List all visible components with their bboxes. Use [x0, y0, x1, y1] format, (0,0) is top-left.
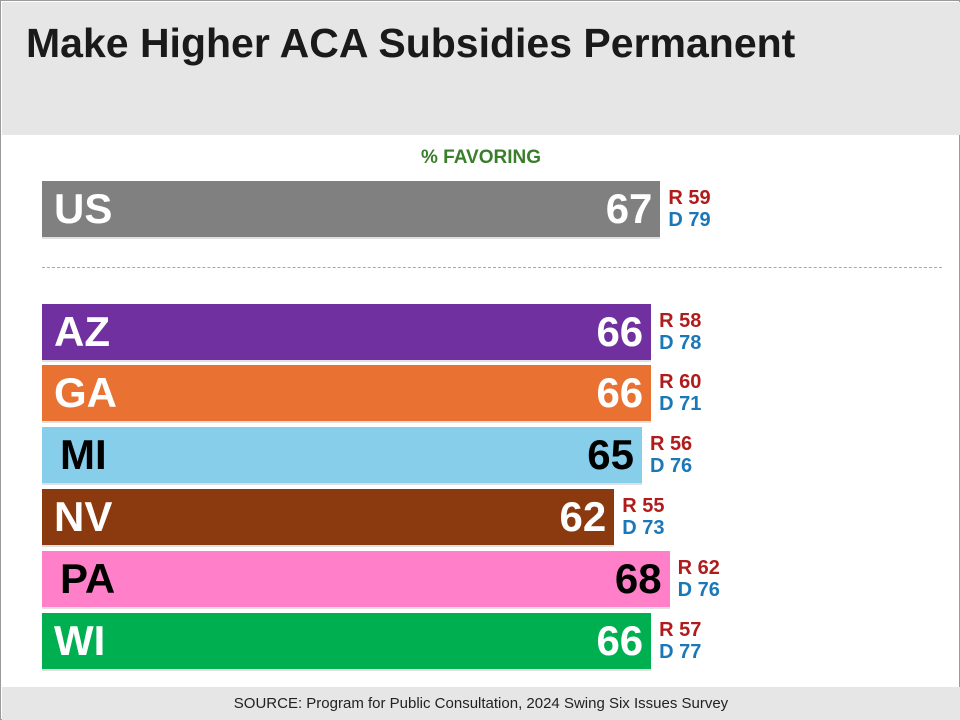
bar-value-nv: 62: [559, 493, 607, 540]
democrat-value-pa: D 76: [677, 579, 720, 601]
source-footer: SOURCE: Program for Public Consultation,…: [2, 687, 960, 720]
party-breakdown-mi: R 56 D 76: [650, 433, 692, 477]
bar-label-az: AZ: [54, 308, 110, 355]
party-breakdown-wi: R 57 D 77: [659, 619, 701, 663]
bar-ga: GA 66: [42, 365, 652, 421]
republican-value-az: R 58: [659, 310, 702, 332]
bar-mi: MI 65: [42, 427, 642, 483]
party-breakdown-az: R 58 D 78: [659, 310, 701, 354]
chart-subtitle: % FAVORING: [421, 147, 541, 168]
bar-az: AZ 66: [42, 304, 652, 360]
bar-label-pa: PA: [60, 555, 116, 602]
bar-value-az: 66: [596, 308, 644, 355]
bar-label-wi: WI: [54, 617, 106, 664]
democrat-value-nv: D 73: [622, 517, 665, 539]
party-breakdown-us: R 59 D 79: [668, 187, 710, 231]
bar-us: US 67: [42, 181, 661, 237]
bar-nv: NV 62: [42, 489, 615, 545]
party-breakdown-nv: R 55 D 73: [622, 495, 664, 539]
republican-value-ga: R 60: [659, 371, 702, 393]
democrat-value-ga: D 71: [659, 393, 702, 415]
republican-value-nv: R 55: [622, 495, 665, 517]
democrat-value-mi: D 76: [649, 455, 693, 477]
party-breakdown-pa: R 62 D 76: [678, 557, 720, 601]
bar-label-nv: NV: [54, 493, 113, 540]
bar-value-ga: 66: [596, 369, 644, 416]
republican-value-wi: R 57: [659, 619, 702, 641]
chart-title: Make Higher ACA Subsidies Permanent: [26, 20, 796, 66]
democrat-value-us: D 79: [668, 209, 711, 231]
bar-pa: PA 68: [42, 551, 670, 607]
bar-value-mi: 65: [587, 431, 634, 478]
republican-value-us: R 59: [668, 187, 711, 209]
republican-value-mi: R 56: [649, 433, 693, 455]
title-header: Make Higher ACA Subsidies Permanent: [2, 2, 960, 135]
democrat-value-wi: D 77: [659, 641, 702, 663]
republican-value-pa: R 62: [677, 557, 720, 579]
us-states-divider: [42, 267, 942, 268]
bar-value-us: 67: [605, 185, 653, 232]
bar-wi: WI 66: [42, 613, 652, 669]
democrat-value-az: D 78: [659, 332, 702, 354]
bar-label-us: US: [54, 185, 113, 232]
bar-label-ga: GA: [54, 369, 117, 416]
party-breakdown-ga: R 60 D 71: [659, 371, 701, 415]
bar-value-wi: 66: [596, 617, 644, 664]
bar-label-mi: MI: [60, 431, 107, 478]
bar-value-pa: 68: [614, 555, 662, 602]
